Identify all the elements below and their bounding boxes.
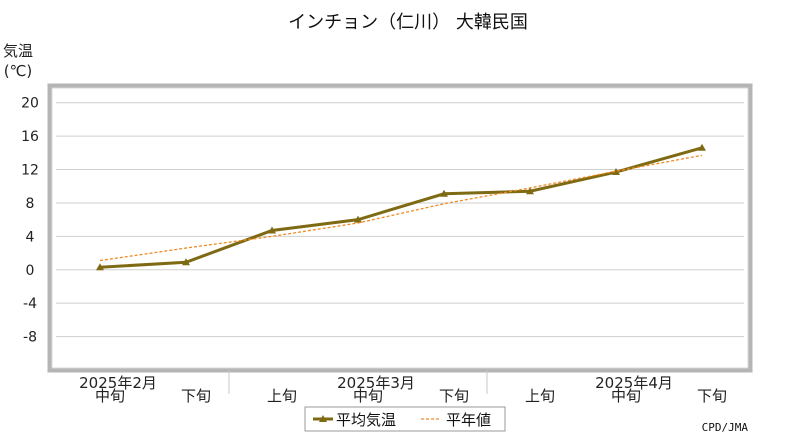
legend: 平均気温 平年値 [304,406,506,432]
legend-box [304,406,506,432]
chart-title: インチョン（仁川） 大韓民国 [288,12,528,33]
data-point [526,187,534,195]
x-tick-label: 中旬 [611,387,641,405]
y-tick-label: 4 [26,229,35,245]
x-axis-line [50,370,750,371]
x-tick-label: 中旬 [95,387,125,405]
y-axis-label: 気温 [3,42,33,60]
x-tick-label: 下旬 [439,387,469,405]
series-line-normal [99,154,703,262]
y-tick-label: 20 [21,96,39,112]
y-tick-label: -8 [23,330,37,346]
plot-inner-frame [51,87,749,369]
x-tick-label: 中旬 [353,387,383,405]
y-tick-label: -4 [23,296,37,312]
data-point [612,168,620,176]
x-tick-label: 下旬 [181,387,211,405]
y-tick-label: 0 [26,263,35,279]
x-tick-label: 上旬 [267,387,297,405]
x-tick-label: 下旬 [697,387,727,405]
month-label: 2025年4月 [595,374,673,392]
y-tick-label: 12 [21,163,39,179]
series-line-average [99,146,703,269]
x-tick-label: 上旬 [525,387,555,405]
data-point [440,189,448,197]
legend-label-normal: 平年値 [446,411,491,429]
y-axis-unit: (℃) [4,62,33,80]
data-point [96,263,104,271]
month-label: 2025年3月 [337,374,415,392]
legend-label-average: 平均気温 [336,411,396,429]
data-point [268,226,276,234]
credit-text: CPD/JMA [702,421,749,434]
data-point [698,143,706,151]
y-tick-label: 8 [26,196,35,212]
month-label: 2025年2月 [79,374,157,392]
data-point [354,215,362,223]
legend-marker-average [319,415,327,422]
y-tick-label: 16 [21,129,39,145]
plot-area: 20 16 12 8 4 0 -4 -8 中旬 下旬 上旬 中旬 下旬 上旬 中旬 下旬 2025年2月 2025… [21,83,753,405]
data-point [182,258,190,266]
